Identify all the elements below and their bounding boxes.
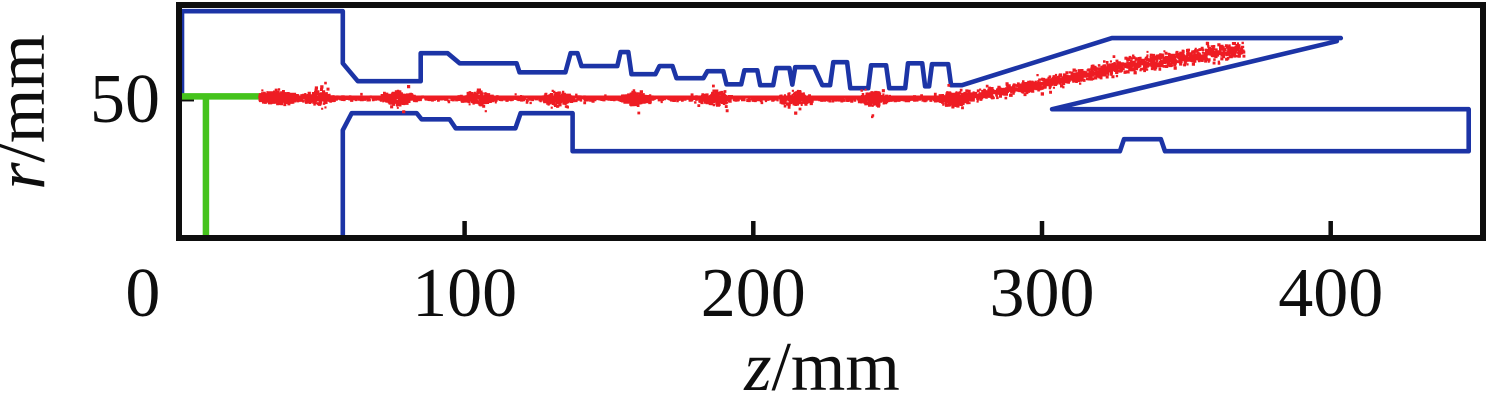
beam-particles-segment-5 xyxy=(1131,41,1246,75)
x-tick-label-0: 0 xyxy=(125,255,160,332)
x-tick-label-300: 300 xyxy=(990,255,1095,332)
axis-labels-layer: z/mm r/mm 0 100 200 300 400 50 xyxy=(0,34,1383,406)
axis-ticks-layer xyxy=(178,96,1333,237)
structure-wall-layer xyxy=(179,8,1471,240)
x-tick-label-100: 100 xyxy=(412,255,517,332)
beam-particles-segment-4 xyxy=(1030,55,1134,96)
x-axis-title: z/mm xyxy=(743,329,900,406)
beam-particles-segment-0 xyxy=(258,88,279,105)
wall-lower-outline xyxy=(340,38,1471,240)
beam-particles-segment-3 xyxy=(946,80,1034,108)
x-tick-label-400: 400 xyxy=(1278,255,1383,332)
y-axis-title: r/mm xyxy=(0,34,60,190)
beam-particles-segment-1 xyxy=(275,88,300,107)
wall-upper-outline xyxy=(179,8,1344,96)
cathode-layer xyxy=(180,93,262,237)
plot-border xyxy=(176,2,1486,241)
beam-particles-segment-2 xyxy=(298,81,966,119)
electron-beam-scatter-layer xyxy=(258,41,1246,119)
x-tick-label-200: 200 xyxy=(701,255,806,332)
y-tick-label-50: 50 xyxy=(90,61,160,138)
